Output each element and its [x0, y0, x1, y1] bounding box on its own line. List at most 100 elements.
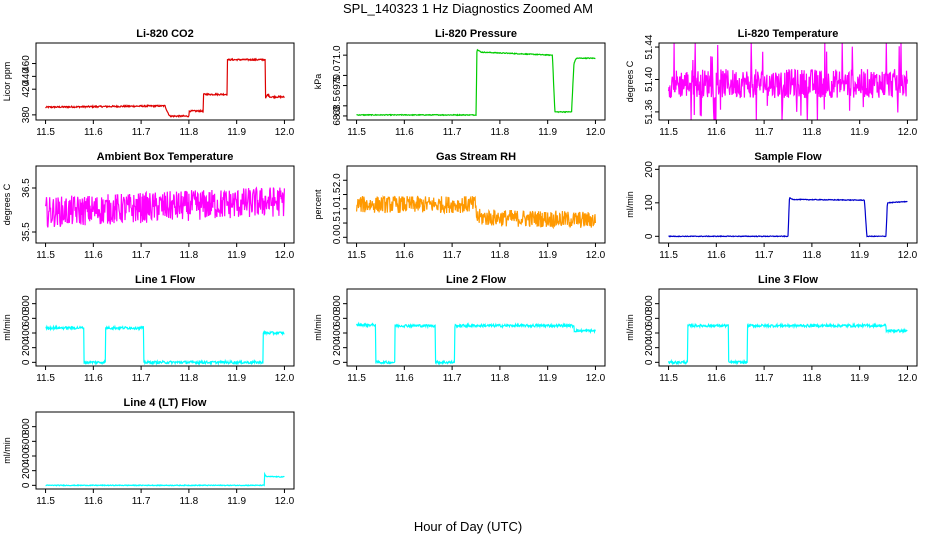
chart-panel-5: Gas Stream RH percent 11.5 11.6 11.7 11.8 11.9… — [313, 151, 606, 261]
y-tick-label: 600 — [332, 310, 343, 327]
x-tick-label: 11.9 — [850, 127, 869, 138]
y-axis-label: kPa — [313, 74, 323, 90]
x-tick-label: 11.8 — [803, 250, 822, 261]
x-tick-label: 12.0 — [898, 250, 918, 261]
panel-title: Line 3 Flow — [758, 274, 818, 286]
y-axis-label: ml/min — [313, 314, 323, 341]
y-tick-label: 68.0 — [332, 106, 343, 126]
y-tick-label: 36.5 — [21, 178, 32, 198]
panel-title: Line 1 Flow — [135, 274, 195, 286]
x-tick-label: 11.6 — [84, 496, 103, 507]
x-tick-label: 11.5 — [659, 373, 678, 384]
x-tick-label: 11.8 — [180, 250, 199, 261]
plot-frame — [658, 42, 918, 121]
data-series-line — [45, 471, 285, 487]
y-tick-label: 51.36 — [644, 99, 655, 124]
x-tick-label: 12.0 — [275, 250, 295, 261]
y-axis-label: Licor ppm — [2, 62, 12, 102]
data-series-line — [668, 42, 908, 121]
y-tick-label: 71.0 — [332, 45, 343, 65]
plot-frame — [35, 42, 295, 121]
x-tick-label: 11.8 — [803, 373, 822, 384]
y-tick-label: 0 — [21, 482, 32, 488]
x-tick-label: 11.8 — [491, 250, 510, 261]
y-tick-label: 51.40 — [644, 67, 655, 92]
y-tick-label: 800 — [644, 295, 655, 312]
x-tick-label: 12.0 — [275, 373, 295, 384]
chart-panel-9: Line 3 Flow ml/min 11.5 11.6 11.7 11.8 11.9 12.… — [625, 274, 918, 384]
plot-frame — [346, 288, 606, 367]
data-series-line — [45, 57, 285, 119]
y-tick-label: 420 — [21, 80, 32, 97]
y-tick-label: 400 — [21, 447, 32, 464]
x-tick-label: 11.5 — [36, 127, 55, 138]
x-tick-label: 11.7 — [132, 373, 151, 384]
y-tick-label: 2.0 — [332, 173, 343, 187]
y-axis-label: ml/min — [2, 314, 12, 341]
x-tick-label: 12.0 — [275, 127, 295, 138]
x-tick-label: 11.5 — [36, 373, 55, 384]
y-tick-label: 0 — [332, 359, 343, 365]
chart-panel-3: Li-820 Temperature degrees C 11.5 11.6 11.7 1… — [625, 28, 918, 138]
x-tick-label: 11.5 — [659, 127, 678, 138]
x-tick-label: 11.7 — [755, 373, 774, 384]
chart-panel-7: Line 1 Flow ml/min 11.5 11.6 11.7 11.8 11.9 12.… — [2, 274, 295, 384]
chart-panel-8: Line 2 Flow ml/min 11.5 11.6 11.7 11.8 11.9 12.… — [313, 274, 606, 384]
y-tick-label: 400 — [332, 324, 343, 341]
y-tick-label: 600 — [21, 310, 32, 327]
plot-frame — [346, 165, 606, 244]
y-tick-label: 51.44 — [644, 34, 655, 59]
chart-panel-1: Li-820 CO2 Licor ppm 11.5 11.6 11.7 11.8 11.9 1… — [2, 28, 295, 138]
x-tick-label: 11.6 — [395, 373, 414, 384]
x-tick-label: 11.5 — [36, 496, 55, 507]
data-series-line — [45, 324, 285, 366]
figure-title: SPL_140323 1 Hz Diagnostics Zoomed AM — [343, 1, 593, 16]
x-tick-label: 11.7 — [755, 250, 774, 261]
y-axis-label: ml/min — [625, 191, 635, 218]
y-tick-label: 0 — [21, 359, 32, 365]
x-tick-label: 11.8 — [180, 496, 199, 507]
x-tick-label: 11.8 — [491, 127, 510, 138]
panel-title: Li-820 Pressure — [435, 28, 517, 40]
y-tick-label: 200 — [644, 161, 655, 178]
x-tick-label: 11.9 — [227, 496, 246, 507]
x-tick-label: 11.8 — [180, 127, 199, 138]
x-tick-label: 12.0 — [275, 496, 295, 507]
x-tick-label: 11.9 — [227, 373, 246, 384]
x-tick-label: 12.0 — [898, 127, 918, 138]
x-tick-label: 11.9 — [538, 250, 557, 261]
x-tick-label: 12.0 — [586, 373, 606, 384]
x-tick-label: 12.0 — [898, 373, 918, 384]
plot-frame — [35, 411, 295, 490]
data-series-line — [668, 322, 908, 366]
y-tick-label: 460 — [21, 55, 32, 72]
data-series-line — [356, 321, 596, 366]
y-axis-label: degrees C — [625, 60, 635, 102]
panel-title: Gas Stream RH — [436, 151, 516, 163]
x-tick-label: 11.9 — [227, 250, 246, 261]
y-tick-label: 68.5 — [332, 96, 343, 116]
y-tick-label: 440 — [21, 68, 32, 85]
y-tick-label: 800 — [21, 418, 32, 435]
x-tick-label: 11.6 — [84, 127, 103, 138]
x-tick-label: 12.0 — [586, 127, 606, 138]
x-tick-label: 11.8 — [491, 373, 510, 384]
x-tick-label: 11.7 — [132, 250, 151, 261]
x-tick-label: 11.7 — [443, 373, 462, 384]
y-tick-label: 200 — [644, 339, 655, 356]
plot-frame — [658, 165, 918, 244]
y-axis-label: percent — [313, 189, 323, 220]
y-tick-label: 1.0 — [332, 201, 343, 215]
x-tick-label: 11.7 — [132, 127, 151, 138]
chart-panel-4: Ambient Box Temperature degrees C 11.5 11.6… — [2, 151, 295, 261]
x-tick-label: 12.0 — [586, 250, 606, 261]
y-tick-label: 0 — [644, 233, 655, 239]
plot-frame — [35, 288, 295, 367]
x-tick-label: 11.5 — [659, 250, 678, 261]
x-tick-label: 11.8 — [803, 127, 822, 138]
data-series-line — [356, 48, 596, 117]
panel-title: Line 4 (LT) Flow — [124, 397, 207, 409]
y-tick-label: 0 — [644, 359, 655, 365]
plot-frame — [35, 165, 295, 244]
x-tick-label: 11.9 — [850, 373, 869, 384]
